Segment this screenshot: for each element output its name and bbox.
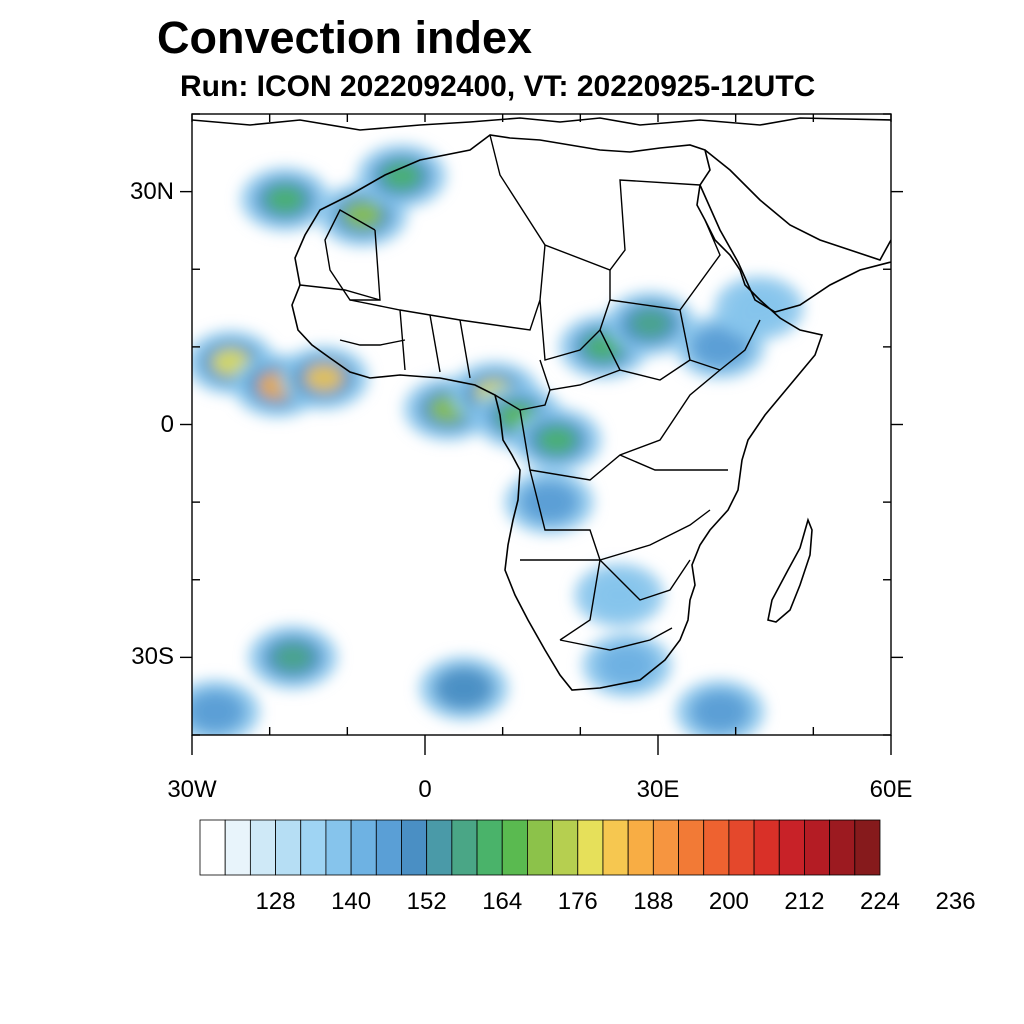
convection-blob [304, 363, 344, 392]
colorbar-tick-label: 164 [482, 888, 523, 915]
convection-blob [343, 200, 383, 229]
colorbar-tick-label: 128 [255, 888, 296, 915]
convection-blob [382, 162, 422, 191]
y-tick-label: 0 [160, 410, 174, 438]
country-borders [299, 134, 761, 651]
colorbar-tick-label: 140 [331, 888, 372, 915]
convection-blob [195, 697, 235, 726]
convection-field [192, 144, 804, 735]
convection-blob [739, 294, 779, 323]
convection-blob [700, 332, 740, 361]
colorbar-tick-label: 224 [859, 888, 901, 915]
madagascar-coastline [767, 517, 813, 623]
y-tick-label: 30N [129, 177, 174, 205]
colorbar-tick-label: 152 [406, 888, 447, 915]
x-tick-label: 60E [869, 776, 913, 803]
colorbar-tick-label: 176 [557, 888, 598, 915]
convection-blob [599, 581, 639, 610]
axis-ticks [180, 113, 903, 755]
colorbar-tick-label: 200 [708, 888, 749, 915]
x-tick-label: 0 [418, 776, 432, 803]
colorbar-tick-label: 188 [633, 888, 674, 915]
convection-blob [273, 643, 313, 672]
x-tick-label: 30E [636, 776, 680, 803]
convection-blob [700, 697, 740, 726]
colorbar-tick-label: 236 [935, 888, 976, 915]
map-title: Convection index [157, 12, 533, 63]
convection-blob [444, 674, 484, 703]
arabia-coastline [699, 149, 891, 313]
colorbar-tick-label: 212 [784, 888, 825, 915]
x-tick-label: 30W [167, 776, 217, 803]
convection-blob [630, 309, 670, 338]
map-subtitle: Run: ICON 2022092400, VT: 20220925-12UTC [180, 70, 816, 103]
europe-coastline [192, 117, 891, 131]
y-tick-label: 30S [131, 643, 174, 671]
convection-blob [265, 185, 305, 214]
africa-coastline [291, 134, 824, 691]
convection-blob [607, 651, 647, 680]
coastlines [192, 117, 891, 691]
convection-blob [537, 426, 577, 455]
